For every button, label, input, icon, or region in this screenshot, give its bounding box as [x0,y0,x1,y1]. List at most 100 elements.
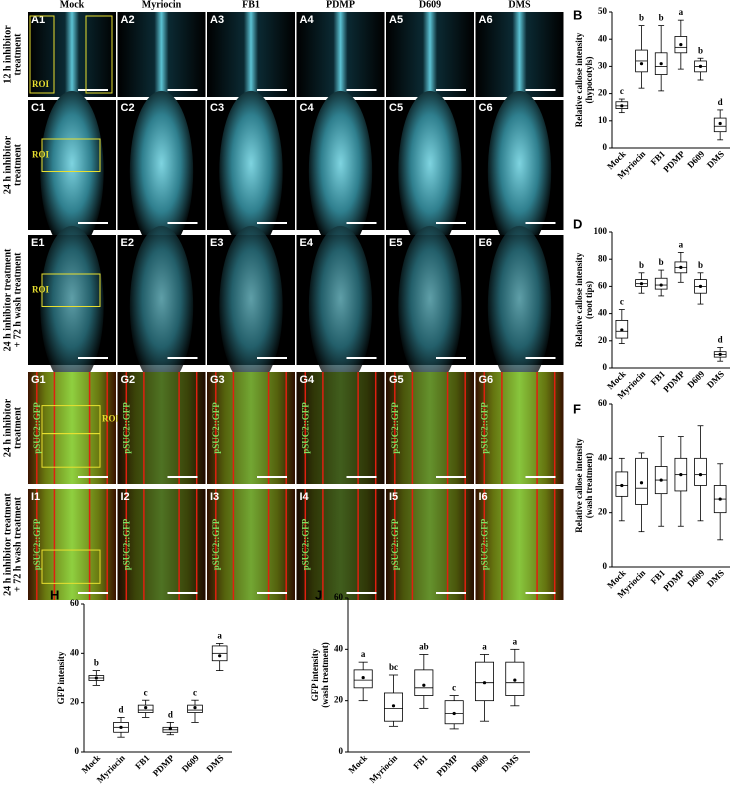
panel-letter: F [573,401,581,416]
y-tick-label: 0 [75,746,80,756]
y-axis-label: Relative callose intensity [574,252,584,347]
panel-label: C4 [300,102,315,114]
row-label: 24 h inhibitor [2,398,13,457]
panel-label: G1 [31,374,46,386]
panel-label: C3 [210,102,224,114]
micrograph-signal [117,489,206,600]
y-axis-label: Relative callose intensity [574,32,584,127]
y-tick-label: 0 [603,561,608,571]
mean-dot [391,704,396,708]
reporter-label: pSUC2::GFP [390,402,400,454]
row-label: + 72 h wash treatment [12,252,23,348]
panel-label: A1 [31,14,45,26]
x-tick-label: D609 [685,368,707,390]
micrograph-signal [219,90,283,253]
micrograph-signal [487,225,552,388]
mean-dot [422,683,426,687]
panel-letter: B [573,7,582,22]
panel-label: E2 [121,237,134,249]
micrograph-signal [28,12,116,97]
significance-letter: b [698,260,703,270]
micrograph-signal [219,225,283,388]
significance-letter: b [659,13,664,23]
panel-label: G2 [121,374,136,386]
significance-letter: bc [389,662,398,672]
significance-letter: b [698,45,703,55]
row-label: treatment [12,406,23,449]
panel-label: G5 [389,374,404,386]
mean-dot [620,104,624,108]
x-tick-label: DMS [705,149,726,170]
reporter-label: pSUC2::GFP [32,402,42,454]
significance-letter: a [482,642,487,652]
panel-label: I3 [210,491,219,503]
roi-box [41,273,101,307]
panel-label: G6 [479,374,494,386]
x-tick-label: PDMP [661,368,687,394]
x-tick-label: D609 [685,148,707,170]
y-tick-label: 40 [598,33,608,43]
micrograph-signal [398,225,462,388]
reporter-label: pSUC2::GFP [32,518,42,570]
roi-box [41,433,101,468]
y-axis-label: (wash treatment) [320,642,330,708]
y-tick-label: 10 [598,115,608,125]
y-tick-label: 50 [598,6,608,16]
panel-label: A2 [121,14,135,26]
mean-dot [639,62,644,66]
mean-dot [718,121,722,126]
y-tick-label: 40 [598,308,608,318]
mean-dot [513,678,517,682]
x-tick-label: Mock [80,753,103,776]
significance-letter: b [639,13,644,23]
mean-dot [659,62,663,66]
mean-dot [679,473,683,477]
micrograph-signal [475,12,564,97]
mean-dot [218,654,222,658]
roi-label: ROI [102,414,120,424]
panel-label: A6 [479,14,493,26]
micrograph-signal [28,372,116,484]
panel-label: A5 [389,14,403,26]
row-label: + 72 h wash treatment [12,496,23,592]
mean-dot [482,681,487,685]
reporter-label: pSUC2::GFP [211,518,221,570]
y-tick-label: 60 [334,592,344,602]
mean-dot [679,265,683,269]
x-tick-label: D609 [180,752,202,774]
mean-dot [718,497,722,501]
panel-label: C5 [389,102,403,114]
roi-box [41,549,101,584]
mean-dot [361,675,365,680]
y-tick-label: 0 [603,362,608,372]
micrograph-signal [386,372,474,484]
panel-label: I2 [121,491,130,503]
roi-box [29,15,55,94]
reporter-label: pSUC2::GFP [122,518,132,570]
micrograph-signal [207,372,295,484]
y-tick-label: 80 [598,253,608,263]
mean-dot [452,711,456,716]
micrograph-signal [207,12,295,97]
panel-label: E6 [479,237,492,249]
significance-letter: b [659,257,664,267]
x-tick-label: PDMP [435,752,461,778]
significance-letter: b [639,260,644,270]
y-tick-label: 40 [598,452,608,462]
y-tick-label: 20 [70,697,80,707]
x-tick-label: DMS [204,753,225,774]
roi-box [85,15,113,94]
micrograph-signal [129,90,194,253]
x-tick-label: Myriocin [367,753,399,785]
x-tick-label: D609 [685,567,707,589]
mean-dot [659,478,663,482]
significance-letter: c [620,297,624,307]
micrograph-signal [117,12,206,97]
column-header: D609 [419,0,441,10]
y-axis-label: GFP intensity [56,651,66,704]
significance-letter: b [94,658,99,668]
panel-label: G3 [210,374,225,386]
significance-letter: a [679,239,684,249]
panel-label: E1 [31,237,44,249]
